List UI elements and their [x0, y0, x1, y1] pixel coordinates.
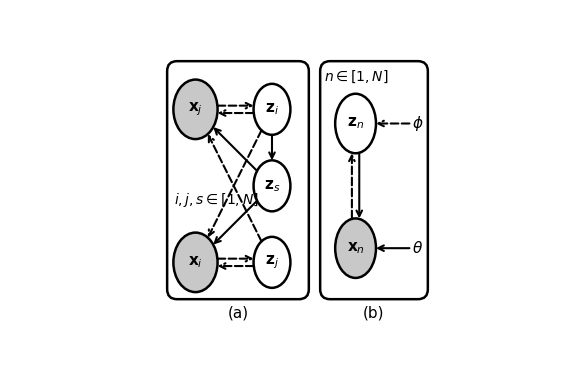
Text: $\mathbf{z}_n$: $\mathbf{z}_n$: [347, 116, 364, 131]
Text: $\mathbf{x}_i$: $\mathbf{x}_i$: [188, 255, 203, 270]
Text: (b): (b): [363, 306, 385, 321]
Ellipse shape: [254, 237, 291, 288]
Text: $\mathbf{z}_i$: $\mathbf{z}_i$: [265, 102, 279, 117]
Text: $\mathbf{x}_j$: $\mathbf{x}_j$: [188, 100, 203, 118]
Ellipse shape: [173, 79, 217, 139]
Ellipse shape: [173, 233, 217, 292]
Ellipse shape: [254, 84, 291, 135]
Text: $\mathbf{x}_n$: $\mathbf{x}_n$: [346, 240, 364, 256]
Text: $\phi$: $\phi$: [413, 114, 424, 133]
Ellipse shape: [335, 219, 376, 278]
Ellipse shape: [335, 94, 376, 153]
Text: (a): (a): [227, 306, 248, 321]
Text: $\mathbf{z}_j$: $\mathbf{z}_j$: [265, 254, 279, 271]
Text: $\mathbf{z}_s$: $\mathbf{z}_s$: [264, 178, 280, 194]
FancyBboxPatch shape: [167, 61, 309, 299]
FancyBboxPatch shape: [320, 61, 428, 299]
Ellipse shape: [254, 160, 291, 211]
Text: $i, j, s \in [1, N]$: $i, j, s \in [1, N]$: [174, 191, 259, 209]
Text: $\theta$: $\theta$: [413, 240, 423, 256]
Text: $n \in [1, N]$: $n \in [1, N]$: [325, 68, 389, 85]
